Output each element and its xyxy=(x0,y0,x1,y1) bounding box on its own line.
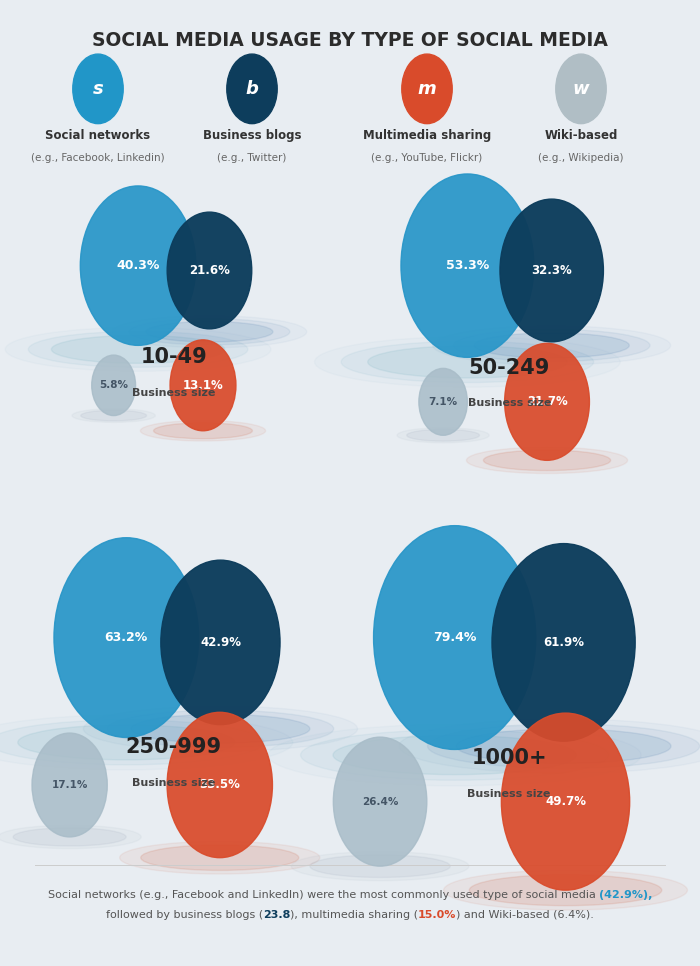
Text: 17.1%: 17.1% xyxy=(51,780,88,790)
Ellipse shape xyxy=(72,409,155,422)
Ellipse shape xyxy=(141,420,265,441)
Ellipse shape xyxy=(397,428,489,442)
Text: (42.9%),: (42.9%), xyxy=(599,891,652,900)
Circle shape xyxy=(500,199,603,342)
Circle shape xyxy=(501,713,630,891)
Text: 21.7%: 21.7% xyxy=(526,395,568,409)
Ellipse shape xyxy=(444,870,687,910)
Circle shape xyxy=(402,54,452,124)
Text: 26.4%: 26.4% xyxy=(362,797,398,807)
Circle shape xyxy=(167,213,252,328)
Ellipse shape xyxy=(153,423,253,439)
Text: Business size: Business size xyxy=(132,778,215,787)
Ellipse shape xyxy=(310,855,450,877)
Ellipse shape xyxy=(0,720,264,765)
Ellipse shape xyxy=(0,825,141,848)
Circle shape xyxy=(161,560,280,724)
Text: 79.4%: 79.4% xyxy=(433,631,476,644)
Text: ) and Wiki-based (6.4%).: ) and Wiki-based (6.4%). xyxy=(456,910,594,920)
Circle shape xyxy=(167,712,272,858)
Ellipse shape xyxy=(141,845,299,870)
Ellipse shape xyxy=(469,874,662,906)
Circle shape xyxy=(32,733,107,837)
Ellipse shape xyxy=(456,728,671,763)
Text: 50-249: 50-249 xyxy=(469,357,550,378)
Ellipse shape xyxy=(428,724,699,768)
Ellipse shape xyxy=(474,333,629,358)
Text: 23.8: 23.8 xyxy=(262,910,290,920)
Circle shape xyxy=(492,544,635,741)
Text: Business size: Business size xyxy=(468,398,551,409)
Ellipse shape xyxy=(131,715,310,743)
Ellipse shape xyxy=(120,841,320,874)
Circle shape xyxy=(92,355,136,415)
Text: b: b xyxy=(246,80,258,98)
Ellipse shape xyxy=(466,447,628,473)
Text: (e.g., Facebook, Linkedin): (e.g., Facebook, Linkedin) xyxy=(32,153,164,162)
Text: Multimedia sharing: Multimedia sharing xyxy=(363,129,491,142)
Text: (e.g., Twitter): (e.g., Twitter) xyxy=(217,153,287,162)
Ellipse shape xyxy=(341,341,594,383)
Circle shape xyxy=(54,538,199,737)
Ellipse shape xyxy=(407,430,480,441)
Ellipse shape xyxy=(454,329,650,361)
Ellipse shape xyxy=(484,450,610,470)
Text: 42.9%: 42.9% xyxy=(200,636,241,649)
Text: (e.g., YouTube, Flickr): (e.g., YouTube, Flickr) xyxy=(372,153,482,162)
Circle shape xyxy=(505,343,589,461)
Text: 32.3%: 32.3% xyxy=(531,264,572,277)
Circle shape xyxy=(419,368,468,436)
Ellipse shape xyxy=(80,411,146,421)
Circle shape xyxy=(227,54,277,124)
Text: Social networks (e.g., Facebook and LinkedIn) were the most commonly used type o: Social networks (e.g., Facebook and Link… xyxy=(48,891,599,900)
Circle shape xyxy=(80,185,196,346)
Text: 63.2%: 63.2% xyxy=(105,631,148,644)
Ellipse shape xyxy=(129,319,290,345)
Text: 33.5%: 33.5% xyxy=(199,779,240,791)
Text: Business size: Business size xyxy=(132,387,216,398)
Text: Wiki-based: Wiki-based xyxy=(545,129,617,142)
Text: s: s xyxy=(92,80,104,98)
Circle shape xyxy=(556,54,606,124)
Text: m: m xyxy=(418,80,436,98)
Ellipse shape xyxy=(18,724,234,760)
Ellipse shape xyxy=(13,828,126,846)
Text: Social networks: Social networks xyxy=(46,129,150,142)
Circle shape xyxy=(170,340,236,431)
Text: 49.7%: 49.7% xyxy=(545,795,586,809)
Ellipse shape xyxy=(291,852,469,881)
Text: Business blogs: Business blogs xyxy=(203,129,301,142)
Text: w: w xyxy=(573,80,589,98)
Circle shape xyxy=(401,174,534,357)
Ellipse shape xyxy=(146,322,273,342)
Text: 15.0%: 15.0% xyxy=(418,910,456,920)
Text: 21.6%: 21.6% xyxy=(189,264,230,277)
Circle shape xyxy=(333,737,427,867)
Text: 7.1%: 7.1% xyxy=(428,397,458,407)
Text: 1000+: 1000+ xyxy=(471,748,547,768)
Text: SOCIAL MEDIA USAGE BY TYPE OF SOCIAL MEDIA: SOCIAL MEDIA USAGE BY TYPE OF SOCIAL MED… xyxy=(92,31,608,50)
Ellipse shape xyxy=(368,346,567,378)
Text: 13.1%: 13.1% xyxy=(183,379,223,392)
Text: 5.8%: 5.8% xyxy=(99,381,128,390)
Text: (e.g., Wikipedia): (e.g., Wikipedia) xyxy=(538,153,624,162)
Text: ), multimedia sharing (: ), multimedia sharing ( xyxy=(290,910,418,920)
Ellipse shape xyxy=(107,710,334,748)
Ellipse shape xyxy=(333,735,576,775)
Circle shape xyxy=(73,54,123,124)
Text: 53.3%: 53.3% xyxy=(446,259,489,272)
Ellipse shape xyxy=(300,730,609,781)
Text: 10-49: 10-49 xyxy=(141,347,207,367)
Ellipse shape xyxy=(51,335,225,363)
Text: 61.9%: 61.9% xyxy=(543,636,584,649)
Ellipse shape xyxy=(28,331,248,367)
Text: Business size: Business size xyxy=(468,788,551,799)
Text: followed by business blogs (: followed by business blogs ( xyxy=(106,910,262,920)
Text: 40.3%: 40.3% xyxy=(116,259,160,272)
Circle shape xyxy=(374,526,536,750)
Text: 250-999: 250-999 xyxy=(125,737,221,757)
